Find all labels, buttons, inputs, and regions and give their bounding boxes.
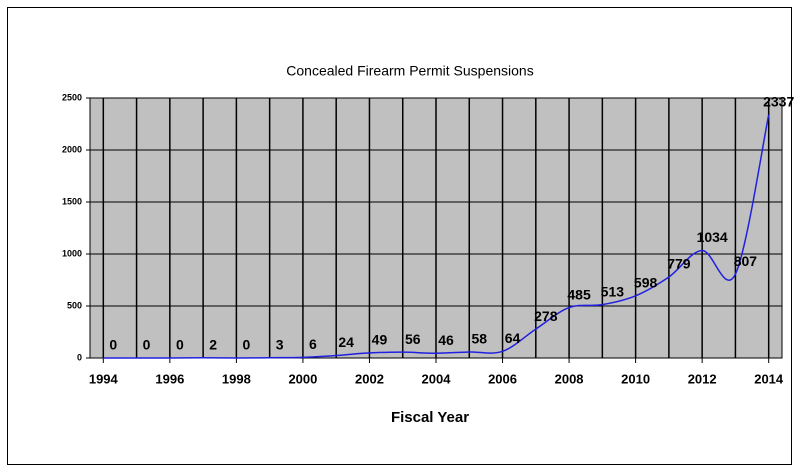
data-label: 46	[438, 332, 454, 348]
x-tick-label: 2000	[288, 371, 317, 386]
x-tick-label: 2002	[355, 371, 384, 386]
y-tick-label: 500	[67, 300, 82, 310]
data-label: 0	[143, 337, 151, 353]
x-tick-label: 2012	[688, 371, 717, 386]
data-label: 49	[372, 332, 388, 348]
data-label: 2337	[763, 94, 794, 110]
y-tick-label: 1000	[62, 248, 82, 258]
x-tick-label: 2006	[488, 371, 517, 386]
x-axis-label: Fiscal Year	[391, 409, 469, 426]
data-label: 56	[405, 331, 421, 347]
data-label: 278	[534, 308, 558, 324]
x-tick-label: 1996	[155, 371, 184, 386]
x-tick-label: 1998	[222, 371, 251, 386]
data-label: 1034	[697, 229, 728, 245]
data-label: 779	[667, 256, 691, 272]
data-label: 513	[601, 283, 625, 299]
data-label: 598	[634, 275, 658, 291]
y-tick-label: 1500	[62, 196, 82, 206]
data-label: 24	[338, 334, 354, 350]
data-label: 58	[471, 331, 487, 347]
x-tick-label: 2014	[754, 371, 784, 386]
data-line	[103, 114, 770, 359]
x-tick-label: 2008	[555, 371, 584, 386]
y-tick-label: 2500	[62, 92, 82, 102]
data-label: 6	[309, 336, 317, 352]
data-label: 807	[734, 253, 758, 269]
data-label: 2	[209, 336, 217, 352]
y-tick-label: 2000	[62, 144, 82, 154]
chart-title: Concealed Firearm Permit Suspensions	[286, 63, 533, 79]
data-label: 0	[242, 337, 250, 353]
x-tick-label: 2010	[621, 371, 650, 386]
data-label: 64	[505, 330, 521, 346]
x-tick-label: 2004	[422, 371, 452, 386]
y-tick-label: 0	[77, 352, 82, 362]
data-label: 0	[176, 337, 184, 353]
data-label: 0	[109, 337, 117, 353]
x-tick-label: 1994	[89, 371, 119, 386]
data-label: 3	[276, 336, 284, 352]
data-label: 485	[567, 286, 591, 302]
